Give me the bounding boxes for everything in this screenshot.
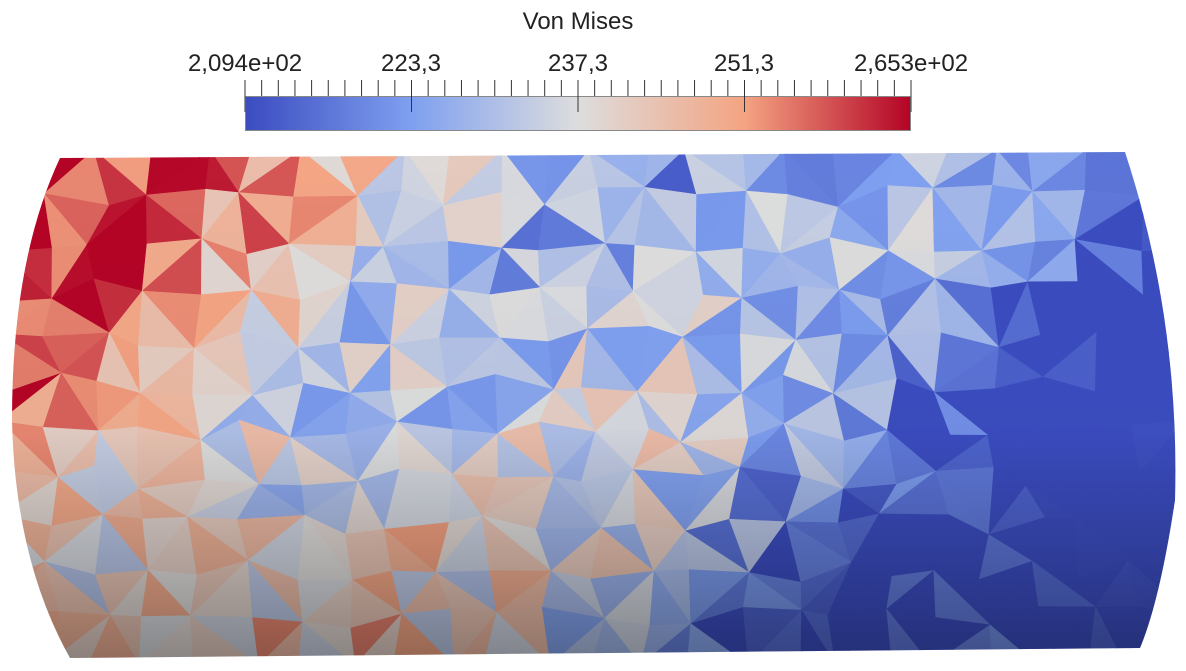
- mesh-face: [1141, 152, 1176, 198]
- tick-label-4: 251,3: [713, 50, 775, 77]
- mesh-face: [1143, 152, 1176, 199]
- mesh-face: [12, 152, 45, 194]
- mesh-face: [1143, 195, 1176, 252]
- tick-label-max: 2,653e+02: [853, 50, 969, 77]
- colorbar-ticks: [244, 80, 912, 112]
- mesh-face: [12, 152, 54, 195]
- tick-label-min: 2,094e+02: [187, 50, 303, 77]
- legend-title: Von Mises: [522, 8, 634, 35]
- tick-label-3: 237,3: [547, 50, 609, 77]
- mesh-face: [12, 612, 47, 658]
- mesh-face: [12, 611, 60, 658]
- tick-label-2: 223,3: [380, 50, 442, 77]
